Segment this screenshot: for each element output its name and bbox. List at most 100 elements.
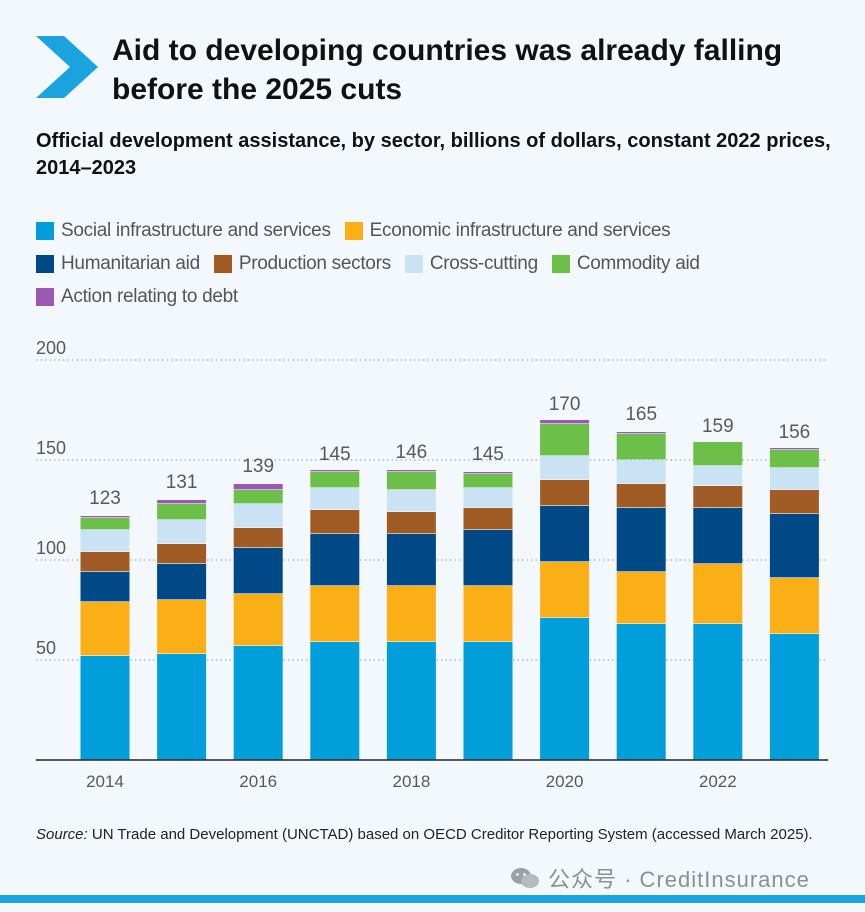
legend-row: Social infrastructure and services Econom… xyxy=(36,214,836,247)
stacked-bar-chart: 50 100 150 200 123 2014 131 139 2016 145 146 2018 14… xyxy=(36,338,828,791)
bar-segment xyxy=(769,490,819,514)
bar-segment xyxy=(616,508,666,572)
bar-segment xyxy=(693,466,743,486)
legend-row: Humanitarian aid Production sectors Cross-… xyxy=(36,247,836,280)
bar-segment xyxy=(157,600,207,654)
bar-total-label: 131 xyxy=(166,472,198,493)
bar-segment xyxy=(616,434,666,460)
bar-total-label: 145 xyxy=(472,444,504,465)
bar-segment xyxy=(616,484,666,508)
bar-segment xyxy=(540,562,590,618)
legend-label: Economic infrastructure and services xyxy=(369,219,671,241)
bar-segment xyxy=(386,642,436,760)
x-tick-label: 2020 xyxy=(546,772,584,791)
legend-item: Commodity aid xyxy=(551,252,700,275)
legend-item: Humanitarian aid xyxy=(36,253,200,275)
legend-label: Social infrastructure and services xyxy=(61,219,331,241)
bar-segment xyxy=(310,534,360,586)
legend-swatch xyxy=(551,254,570,273)
bar-segment xyxy=(693,564,743,624)
legend-label: Action relating to debt xyxy=(61,285,238,307)
bar-segment xyxy=(693,624,743,760)
bar-segment xyxy=(540,420,590,424)
legend-label: Production sectors xyxy=(238,252,391,274)
bar-segment xyxy=(310,472,360,488)
bar-segment xyxy=(80,516,130,518)
bar-segment xyxy=(157,654,207,760)
bar-segment xyxy=(769,514,819,578)
bar-total-label: 159 xyxy=(702,416,734,437)
x-tick-label: 2022 xyxy=(699,772,737,791)
legend-swatch xyxy=(36,254,54,273)
legend-item: Action relating to debt xyxy=(36,286,238,308)
bar-segment xyxy=(616,624,666,760)
bar-segment xyxy=(80,530,130,552)
y-tick-label: 200 xyxy=(36,338,66,358)
chart-title: Aid to developing countries was already … xyxy=(112,34,783,106)
legend-label: Commodity aid xyxy=(576,252,700,274)
x-tick-label: 2018 xyxy=(392,772,430,791)
y-tick-label: 50 xyxy=(36,638,56,658)
legend-item: Economic infrastructure and services xyxy=(344,219,671,242)
bar-segment xyxy=(233,504,283,528)
chevron-right-icon xyxy=(36,36,98,98)
bar-segment xyxy=(540,480,590,506)
bar-segment xyxy=(540,456,590,480)
legend-label: Cross-cutting xyxy=(429,252,538,274)
bar-segment xyxy=(80,552,130,572)
bar-segment xyxy=(233,594,283,646)
watermark-text: 公众号 · CreditInsurance xyxy=(548,867,810,892)
x-tick-label: 2014 xyxy=(86,772,124,791)
bar-segment xyxy=(386,472,436,490)
bar-segment xyxy=(540,424,590,456)
bar-segment xyxy=(233,548,283,594)
bar-segment xyxy=(310,510,360,534)
legend-item: Social infrastructure and services xyxy=(36,220,331,242)
bar-segment xyxy=(157,520,207,544)
bar-total-label: 145 xyxy=(319,444,351,465)
bar-segment xyxy=(386,512,436,534)
bar-segment xyxy=(80,656,130,760)
bar-total-label: 170 xyxy=(549,394,581,415)
bar-segment xyxy=(463,508,513,530)
bar-segment xyxy=(769,448,819,450)
legend-label: Humanitarian aid xyxy=(61,252,200,274)
bar-segment xyxy=(157,564,207,600)
bar-segment xyxy=(693,486,743,508)
legend-swatch xyxy=(213,254,232,273)
legend: Social infrastructure and services Econom… xyxy=(36,214,836,313)
bar-segment xyxy=(769,634,819,760)
bar-segment xyxy=(693,442,743,466)
bar-segment xyxy=(463,488,513,508)
source-note: Source: UN Trade and Development (UNCTAD… xyxy=(36,825,826,845)
legend-swatch xyxy=(404,254,423,273)
bar-segment xyxy=(157,504,207,520)
bar-segment xyxy=(463,474,513,488)
bar-segment xyxy=(233,490,283,504)
bar-segment xyxy=(769,450,819,468)
chart-subtitle: Official development assistance, by sect… xyxy=(36,130,831,179)
y-tick-label: 150 xyxy=(36,438,66,458)
bar-segment xyxy=(386,470,436,472)
x-tick-label: 2016 xyxy=(239,772,277,791)
bar-segment xyxy=(386,490,436,512)
bar-segment xyxy=(310,586,360,642)
bar-segment xyxy=(310,642,360,760)
bar-segment xyxy=(769,468,819,490)
bar-segment xyxy=(386,534,436,586)
legend-swatch xyxy=(344,221,363,240)
bar-segment xyxy=(80,572,130,602)
bar-segment xyxy=(157,544,207,564)
legend-swatch xyxy=(36,287,54,306)
bar-segment xyxy=(463,642,513,760)
y-tick-label: 100 xyxy=(36,538,66,558)
bar-segment xyxy=(463,586,513,642)
bar-segment xyxy=(616,460,666,484)
accent-bar xyxy=(0,895,865,903)
bar-segment xyxy=(233,528,283,548)
bar-segment xyxy=(233,484,283,490)
bar-total-label: 123 xyxy=(89,488,121,509)
bar-total-label: 156 xyxy=(779,422,811,443)
bar-segment xyxy=(310,488,360,510)
legend-item: Cross-cutting xyxy=(404,252,538,275)
